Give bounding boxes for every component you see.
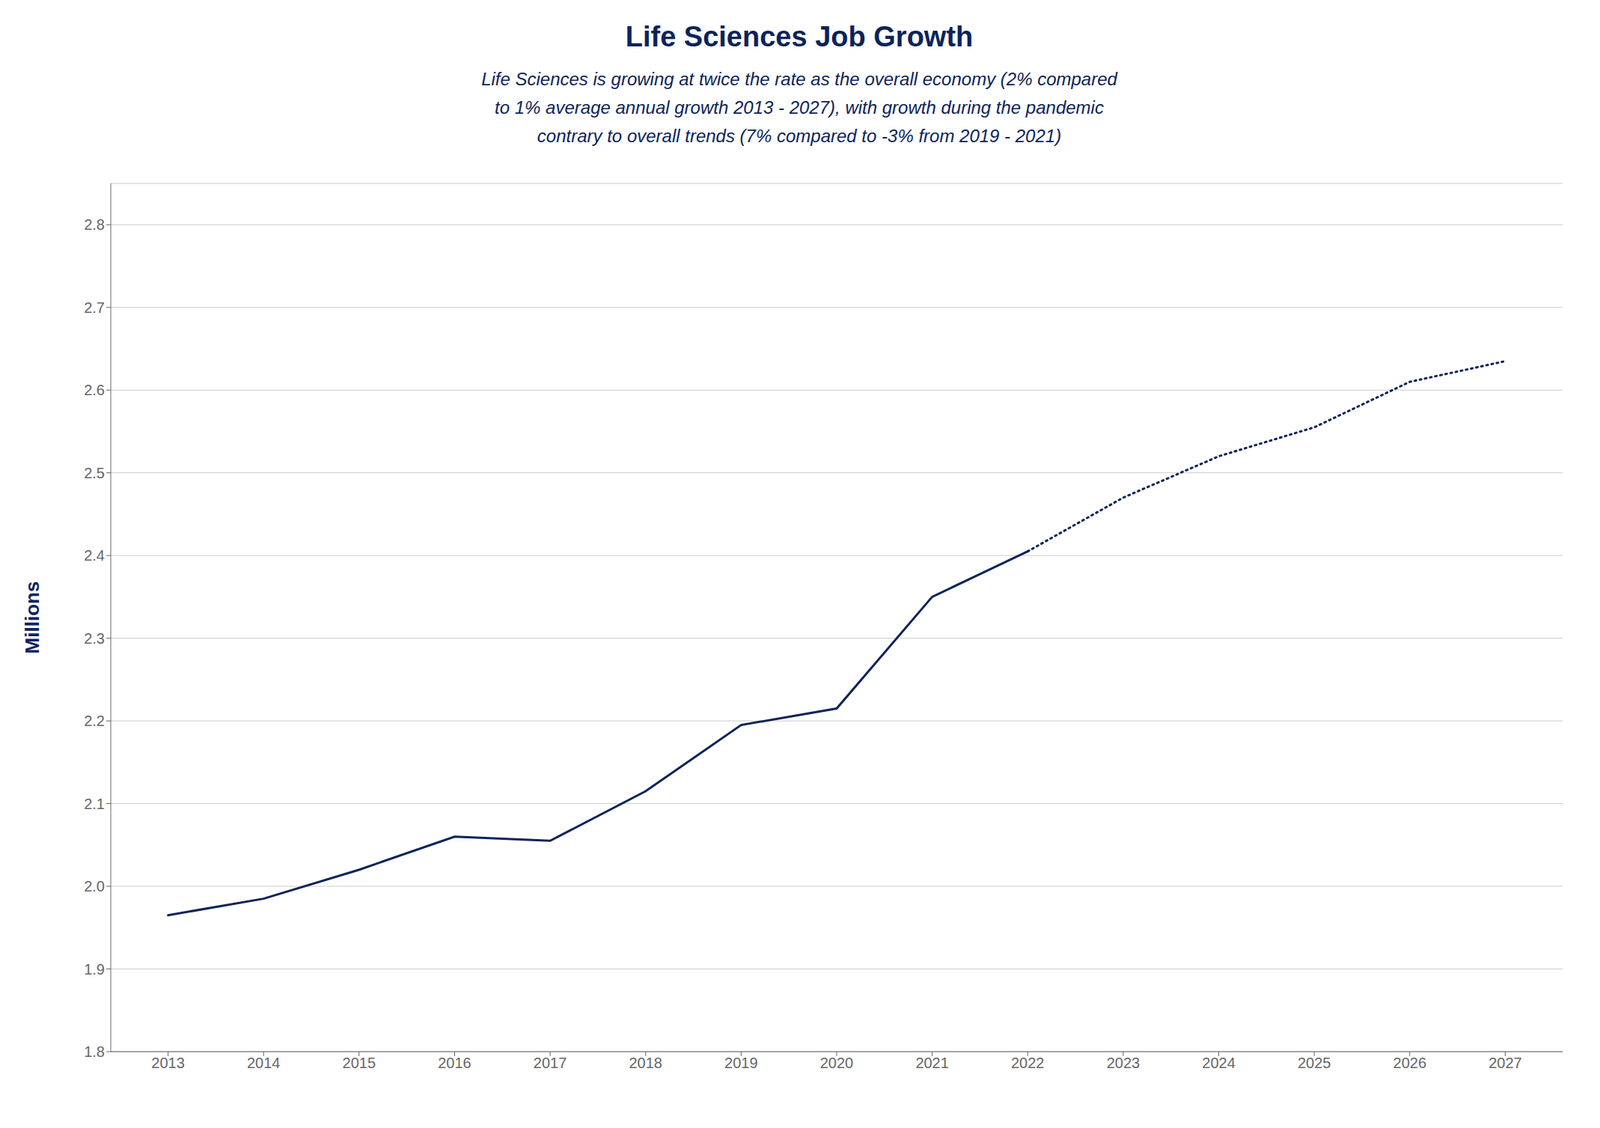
html-text:Life Sciences Job Growth: Life Sciences Job Growth <box>625 20 974 53</box>
svg-text:2027: 2027 <box>1488 1054 1523 1071</box>
svg-text:2.6: 2.6 <box>83 381 105 399</box>
html-text:contrary to overall trends (7%: contrary to overall trends (7% compared … <box>537 125 1062 146</box>
html-text:to 1% average annual growth 20: to 1% average annual growth 2013 - 2027)… <box>494 97 1104 118</box>
svg-text:2.0: 2.0 <box>83 877 105 895</box>
svg-text:2.4: 2.4 <box>83 547 105 564</box>
svg-text:Millions: Millions <box>20 581 44 655</box>
svg-text:2022: 2022 <box>1011 1054 1045 1071</box>
svg-text:2.1: 2.1 <box>83 795 105 812</box>
svg-text:2023: 2023 <box>1106 1054 1141 1071</box>
svg-text:2026: 2026 <box>1393 1054 1428 1071</box>
svg-text:2.7: 2.7 <box>83 299 105 316</box>
svg-text:2020: 2020 <box>820 1054 854 1071</box>
svg-text:2016: 2016 <box>437 1054 472 1071</box>
svg-text:2013: 2013 <box>151 1054 185 1071</box>
svg-text:2024: 2024 <box>1201 1054 1236 1071</box>
svg-text:2025: 2025 <box>1297 1054 1332 1071</box>
svg-text:1.9: 1.9 <box>83 960 105 978</box>
html-text:Life Sciences is growing at tw: Life Sciences is growing at twice the ra… <box>481 68 1118 90</box>
svg-text:2015: 2015 <box>342 1054 377 1071</box>
svg-text:2.8: 2.8 <box>83 216 105 233</box>
svg-text:2.2: 2.2 <box>83 712 105 729</box>
svg-text:2019: 2019 <box>724 1054 759 1071</box>
svg-text:2.3: 2.3 <box>83 630 105 647</box>
svg-text:2.5: 2.5 <box>83 464 105 482</box>
svg-text:1.8: 1.8 <box>83 1043 105 1060</box>
svg-text:2017: 2017 <box>533 1054 568 1071</box>
svg-text:2021: 2021 <box>915 1054 949 1071</box>
svg-text:2014: 2014 <box>246 1054 281 1071</box>
svg-text:2018: 2018 <box>628 1054 663 1071</box>
